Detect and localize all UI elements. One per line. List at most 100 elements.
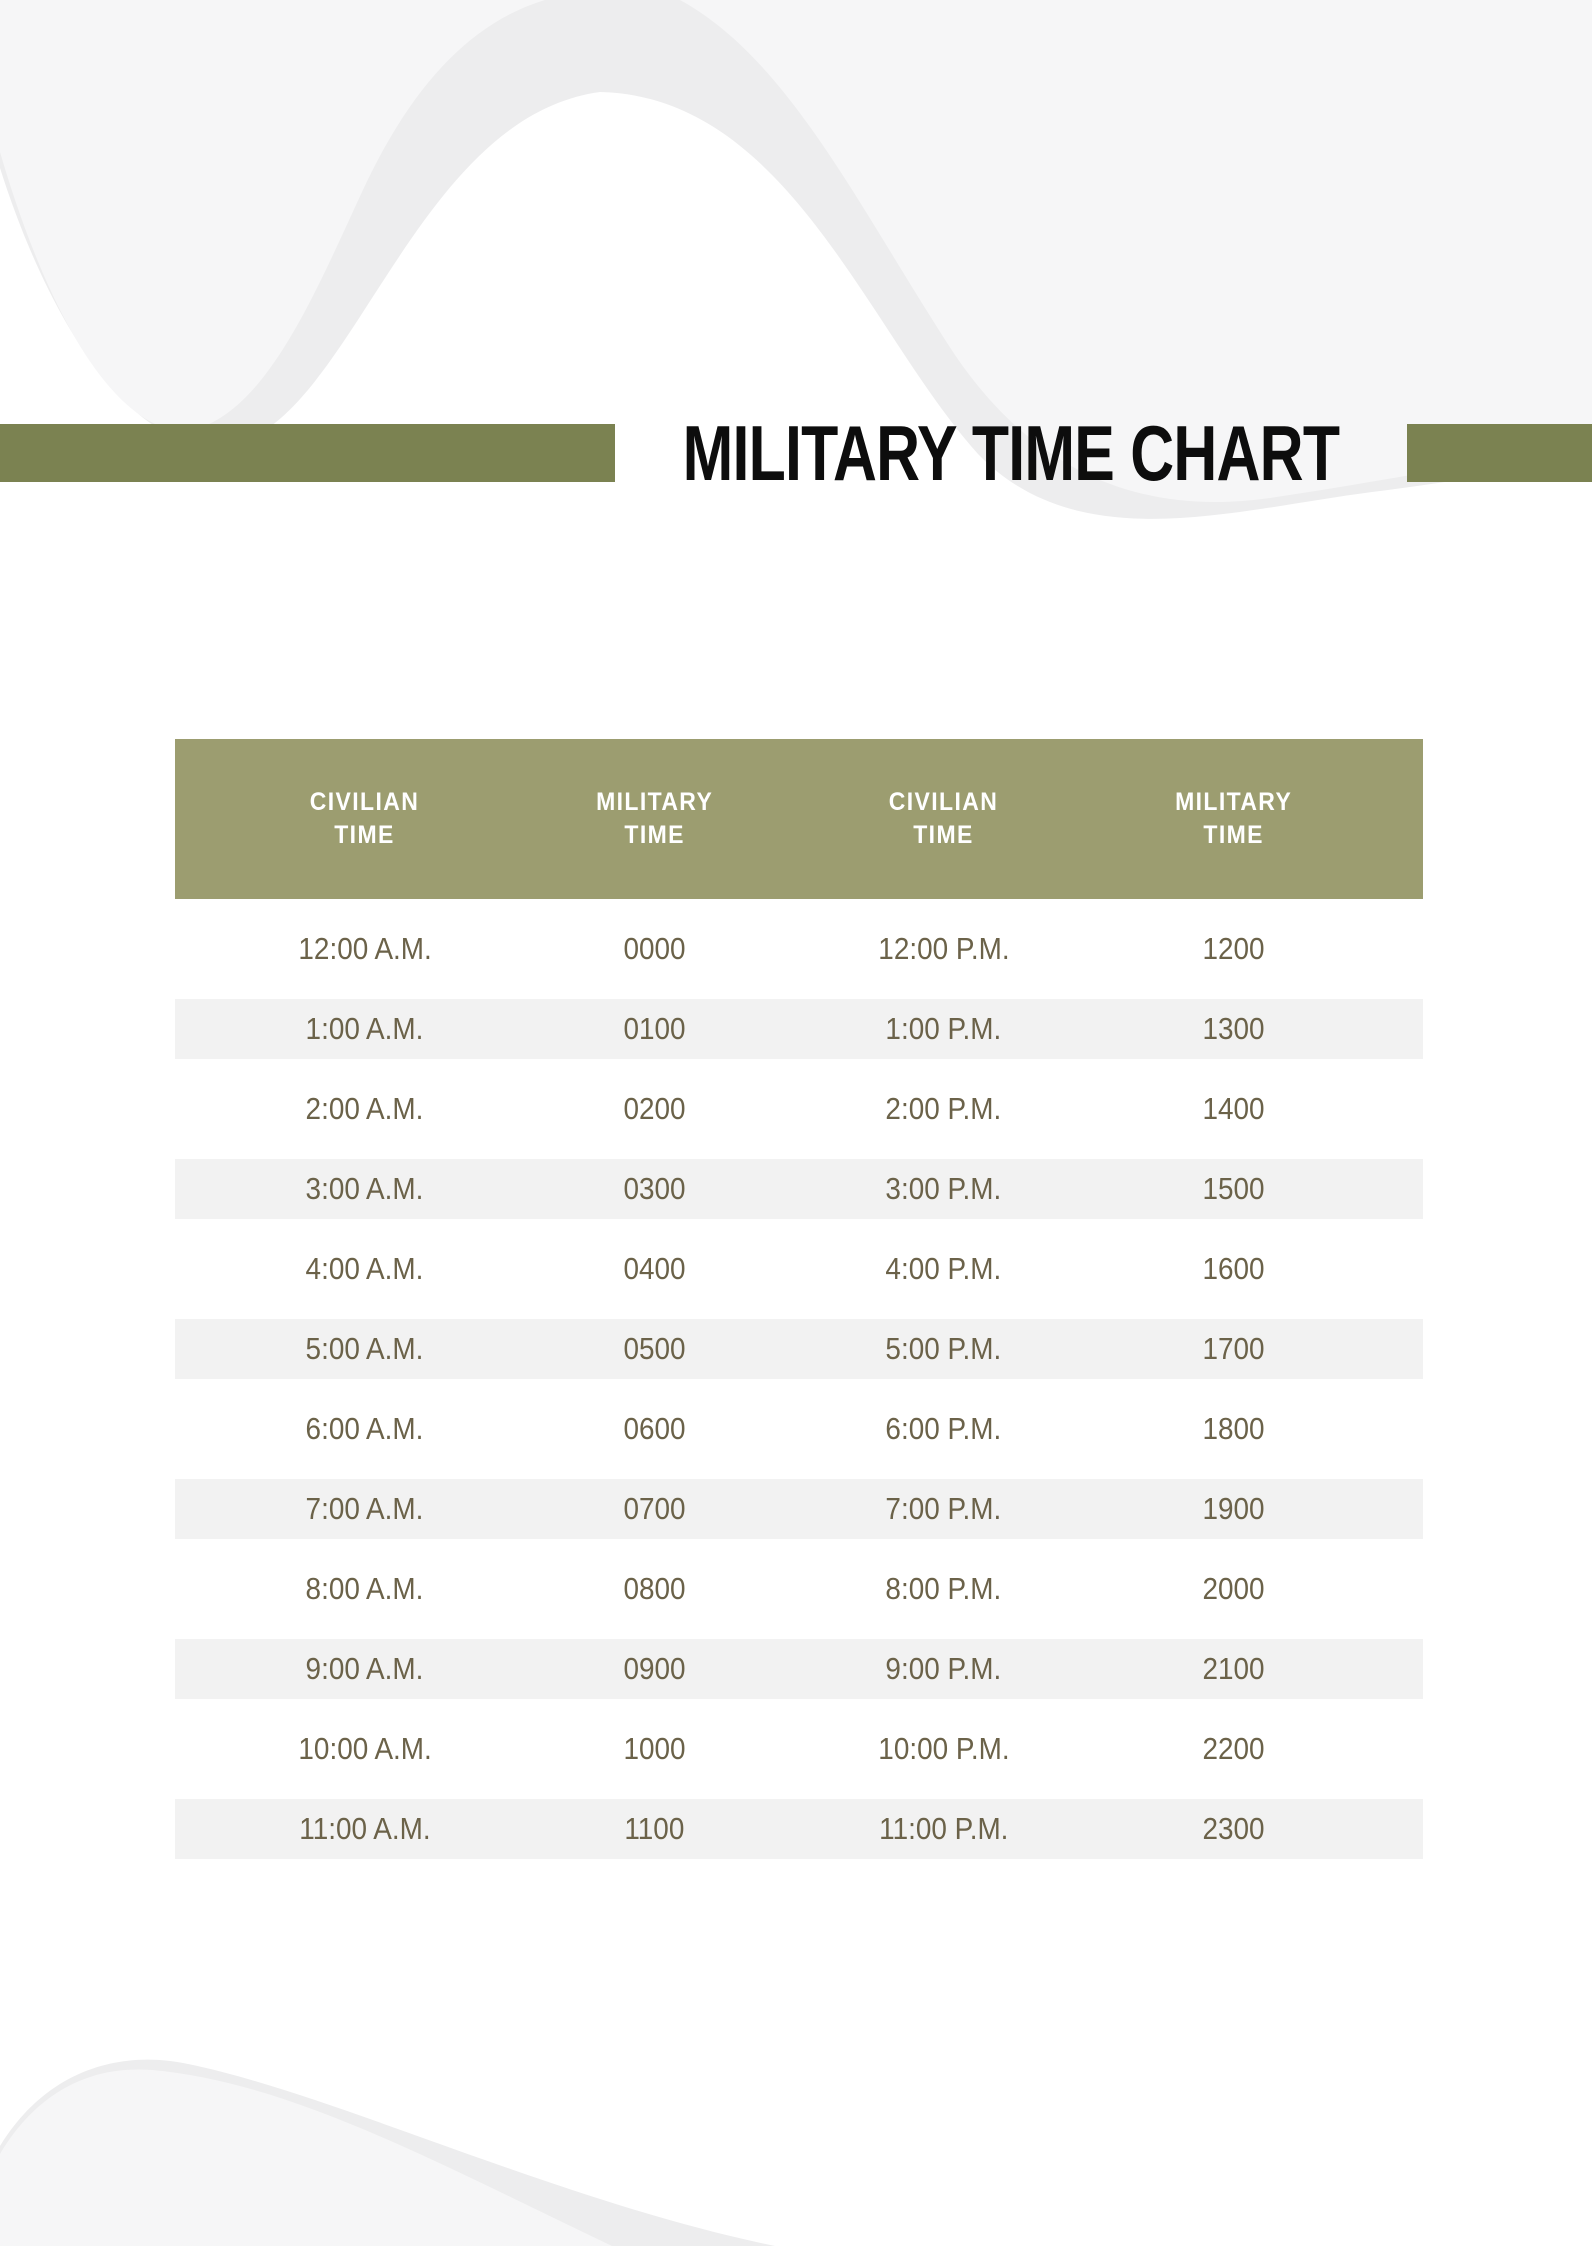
military-time-cell: 0200 bbox=[510, 1091, 800, 1127]
title-text-wrap: MILITARY TIME CHART bbox=[615, 409, 1407, 497]
civilian-time-cell: 2:00 P.M. bbox=[799, 1091, 1089, 1127]
military-time-cell: 0100 bbox=[510, 1011, 800, 1047]
table-header: CIVILIAN TIME MILITARY TIME CIVILIAN TIM… bbox=[175, 739, 1423, 899]
column-header-military-1: MILITARY TIME bbox=[510, 786, 800, 852]
cell-text: 0300 bbox=[623, 1171, 686, 1206]
cell-text: 7:00 A.M. bbox=[305, 1491, 424, 1526]
civilian-time-cell: 8:00 P.M. bbox=[799, 1571, 1089, 1607]
table-row: 6:00 A.M. 0600 6:00 P.M. 1800 bbox=[175, 1399, 1423, 1459]
civilian-time-cell: 12:00 P.M. bbox=[799, 931, 1089, 967]
cell-text: 11:00 P.M. bbox=[879, 1811, 1009, 1846]
military-time-cell: 0300 bbox=[510, 1171, 800, 1207]
table-row: 2:00 A.M. 0200 2:00 P.M. 1400 bbox=[175, 1079, 1423, 1139]
cell-text: 1300 bbox=[1202, 1011, 1265, 1046]
cell-text: 9:00 P.M. bbox=[885, 1651, 1002, 1686]
cell-text: 11:00 A.M. bbox=[299, 1811, 431, 1846]
column-header-civilian-2: CIVILIAN TIME bbox=[799, 786, 1089, 852]
cell-text: 10:00 A.M. bbox=[298, 1731, 432, 1766]
cell-text: 0000 bbox=[623, 931, 686, 966]
table-row: 9:00 A.M. 0900 9:00 P.M. 2100 bbox=[175, 1639, 1423, 1699]
table-row: 5:00 A.M. 0500 5:00 P.M. 1700 bbox=[175, 1319, 1423, 1379]
cell-text: 3:00 A.M. bbox=[305, 1171, 424, 1206]
civilian-time-cell: 9:00 P.M. bbox=[799, 1651, 1089, 1687]
military-time-cell: 0900 bbox=[510, 1651, 800, 1687]
cell-text: 1:00 P.M. bbox=[885, 1011, 1002, 1046]
cell-text: 2100 bbox=[1202, 1651, 1265, 1686]
civilian-time-cell: 4:00 A.M. bbox=[220, 1251, 510, 1287]
cell-text: 2:00 A.M. bbox=[305, 1091, 424, 1126]
cell-text: 8:00 P.M. bbox=[885, 1571, 1002, 1606]
table-row: 7:00 A.M. 0700 7:00 P.M. 1900 bbox=[175, 1479, 1423, 1539]
civilian-time-cell: 1:00 P.M. bbox=[799, 1011, 1089, 1047]
cell-text: 0800 bbox=[623, 1571, 686, 1606]
military-time-cell: 1200 bbox=[1089, 931, 1379, 967]
column-header-text: CIVILIAN TIME bbox=[310, 788, 420, 849]
military-time-cell: 1100 bbox=[510, 1811, 800, 1847]
cell-text: 1000 bbox=[623, 1731, 686, 1766]
civilian-time-cell: 12:00 A.M. bbox=[220, 931, 510, 967]
cell-text: 12:00 P.M. bbox=[878, 931, 1010, 966]
column-header-civilian-1: CIVILIAN TIME bbox=[220, 786, 510, 852]
cell-text: 0400 bbox=[623, 1251, 686, 1286]
table-row: 12:00 A.M. 0000 12:00 P.M. 1200 bbox=[175, 919, 1423, 979]
military-time-cell: 2300 bbox=[1089, 1811, 1379, 1847]
cell-text: 0900 bbox=[623, 1651, 686, 1686]
column-header-text: MILITARY TIME bbox=[595, 788, 713, 849]
military-time-cell: 1000 bbox=[510, 1731, 800, 1767]
cell-text: 0200 bbox=[623, 1091, 686, 1126]
page-title-text: MILITARY TIME CHART bbox=[682, 408, 1340, 497]
cell-text: 0500 bbox=[623, 1331, 686, 1366]
military-time-cell: 0400 bbox=[510, 1251, 800, 1287]
cell-text: 2:00 P.M. bbox=[885, 1091, 1002, 1126]
cell-text: 2300 bbox=[1202, 1811, 1265, 1846]
civilian-time-cell: 10:00 P.M. bbox=[799, 1731, 1089, 1767]
civilian-time-cell: 2:00 A.M. bbox=[220, 1091, 510, 1127]
cell-text: 1200 bbox=[1202, 931, 1265, 966]
page-title: MILITARY TIME CHART bbox=[590, 408, 1432, 499]
cell-text: 1500 bbox=[1202, 1171, 1265, 1206]
cell-text: 6:00 A.M. bbox=[305, 1411, 424, 1446]
civilian-time-cell: 5:00 A.M. bbox=[220, 1331, 510, 1367]
table-row: 10:00 A.M. 1000 10:00 P.M. 2200 bbox=[175, 1719, 1423, 1779]
bottom-wave-decoration bbox=[0, 2059, 775, 2246]
civilian-time-cell: 3:00 A.M. bbox=[220, 1171, 510, 1207]
cell-text: 4:00 P.M. bbox=[885, 1251, 1002, 1286]
military-time-cell: 2000 bbox=[1089, 1571, 1379, 1607]
military-time-cell: 0700 bbox=[510, 1491, 800, 1527]
cell-text: 1100 bbox=[624, 1811, 685, 1846]
cell-text: 9:00 A.M. bbox=[305, 1651, 424, 1686]
civilian-time-cell: 9:00 A.M. bbox=[220, 1651, 510, 1687]
military-time-cell: 0600 bbox=[510, 1411, 800, 1447]
cell-text: 12:00 A.M. bbox=[298, 931, 432, 966]
table-row: 4:00 A.M. 0400 4:00 P.M. 1600 bbox=[175, 1239, 1423, 1299]
military-time-cell: 1800 bbox=[1089, 1411, 1379, 1447]
cell-text: 5:00 P.M. bbox=[885, 1331, 1002, 1366]
military-time-cell: 1500 bbox=[1089, 1171, 1379, 1207]
military-time-cell: 1400 bbox=[1089, 1091, 1379, 1127]
military-time-cell: 0800 bbox=[510, 1571, 800, 1607]
title-right-bar bbox=[1407, 424, 1592, 482]
military-time-cell: 0000 bbox=[510, 931, 800, 967]
cell-text: 0700 bbox=[623, 1491, 686, 1526]
civilian-time-cell: 4:00 P.M. bbox=[799, 1251, 1089, 1287]
civilian-time-cell: 11:00 A.M. bbox=[220, 1811, 510, 1847]
bottom-wave-dark-shape bbox=[0, 2059, 775, 2246]
civilian-time-cell: 7:00 P.M. bbox=[799, 1491, 1089, 1527]
title-banner: MILITARY TIME CHART bbox=[0, 409, 1592, 497]
cell-text: 1600 bbox=[1202, 1251, 1265, 1286]
military-time-cell: 1900 bbox=[1089, 1491, 1379, 1527]
column-header-text: MILITARY TIME bbox=[1174, 788, 1292, 849]
military-time-cell: 2100 bbox=[1089, 1651, 1379, 1687]
military-time-cell: 1600 bbox=[1089, 1251, 1379, 1287]
civilian-time-cell: 7:00 A.M. bbox=[220, 1491, 510, 1527]
cell-text: 7:00 P.M. bbox=[885, 1491, 1002, 1526]
cell-text: 1400 bbox=[1202, 1091, 1265, 1126]
civilian-time-cell: 11:00 P.M. bbox=[799, 1811, 1089, 1847]
cell-text: 1700 bbox=[1202, 1331, 1265, 1366]
civilian-time-cell: 1:00 A.M. bbox=[220, 1011, 510, 1047]
military-time-cell: 2200 bbox=[1089, 1731, 1379, 1767]
cell-text: 1:00 A.M. bbox=[305, 1011, 424, 1046]
table-row: 3:00 A.M. 0300 3:00 P.M. 1500 bbox=[175, 1159, 1423, 1219]
column-header-text: CIVILIAN TIME bbox=[889, 788, 999, 849]
